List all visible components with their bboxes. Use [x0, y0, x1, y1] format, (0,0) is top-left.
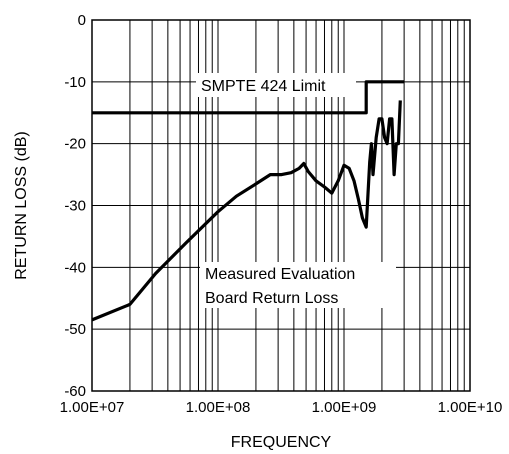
limit-label-background — [196, 73, 356, 97]
measured-return-loss-line — [91, 100, 402, 322]
smpte-limit-line — [92, 80, 405, 115]
y-tick-label: -20 — [64, 136, 86, 153]
y-tick-label: 0 — [78, 12, 86, 29]
measured-label-line2: Board Return Loss — [205, 290, 338, 307]
series — [91, 80, 405, 322]
x-tick-label: 1.00E+10 — [438, 399, 503, 416]
axis-ticks: 0 -10 -20 -30 -40 -50 -601.00E+07 1.00E+08 1.00E… — [60, 12, 503, 416]
y-tick-label: -40 — [64, 259, 86, 276]
x-tick-label: 1.00E+07 — [60, 399, 125, 416]
y-tick-label: -50 — [64, 321, 86, 338]
y-tick-label: -60 — [64, 383, 86, 400]
grid — [91, 19, 470, 392]
x-tick-label: 1.00E+09 — [312, 399, 377, 416]
measured-label-background — [200, 262, 396, 308]
y-tick-label: -30 — [64, 198, 86, 215]
plot-frame — [91, 19, 471, 392]
y-tick-label: -10 — [64, 74, 86, 91]
measured-label-line1: Measured Evaluation — [205, 266, 355, 283]
limit-label: SMPTE 424 Limit — [201, 78, 326, 95]
y-axis-title: RETURN LOSS (dB) — [13, 131, 30, 279]
x-axis-title: FREQUENCY — [231, 434, 332, 451]
x-tick-label: 1.00E+08 — [186, 399, 251, 416]
limit-annotation: SMPTE 424 Limit — [196, 73, 356, 97]
measured-annotation: Measured Evaluation Board Return Loss — [200, 262, 396, 308]
